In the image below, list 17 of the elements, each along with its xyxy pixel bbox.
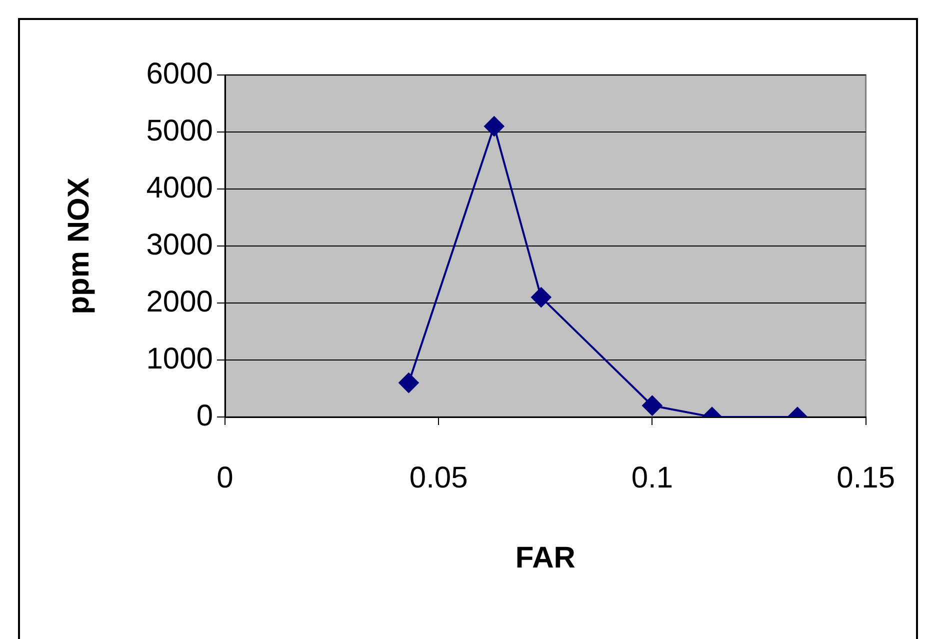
- point: [531, 287, 552, 308]
- y-axis-title: ppm NOX: [62, 178, 96, 314]
- x-axis-title: FAR: [515, 541, 576, 574]
- x-tick-label: 0: [216, 461, 234, 494]
- point: [484, 116, 504, 136]
- x-tick-label: 0.1: [631, 461, 674, 494]
- point: [398, 372, 419, 393]
- y-tick-label: 6000: [146, 57, 213, 90]
- x-tick-label: 0.05: [409, 461, 468, 494]
- y-tick-label: 3000: [146, 228, 213, 262]
- y-tick-label: 4000: [146, 171, 213, 204]
- y-tick-label: 2000: [146, 285, 213, 318]
- point: [642, 396, 662, 416]
- y-tick-label: 1000: [146, 342, 213, 376]
- y-tick-label: 5000: [146, 114, 213, 148]
- y-tick-label: 0: [196, 399, 213, 432]
- x-tick-label: 0.15: [836, 461, 895, 494]
